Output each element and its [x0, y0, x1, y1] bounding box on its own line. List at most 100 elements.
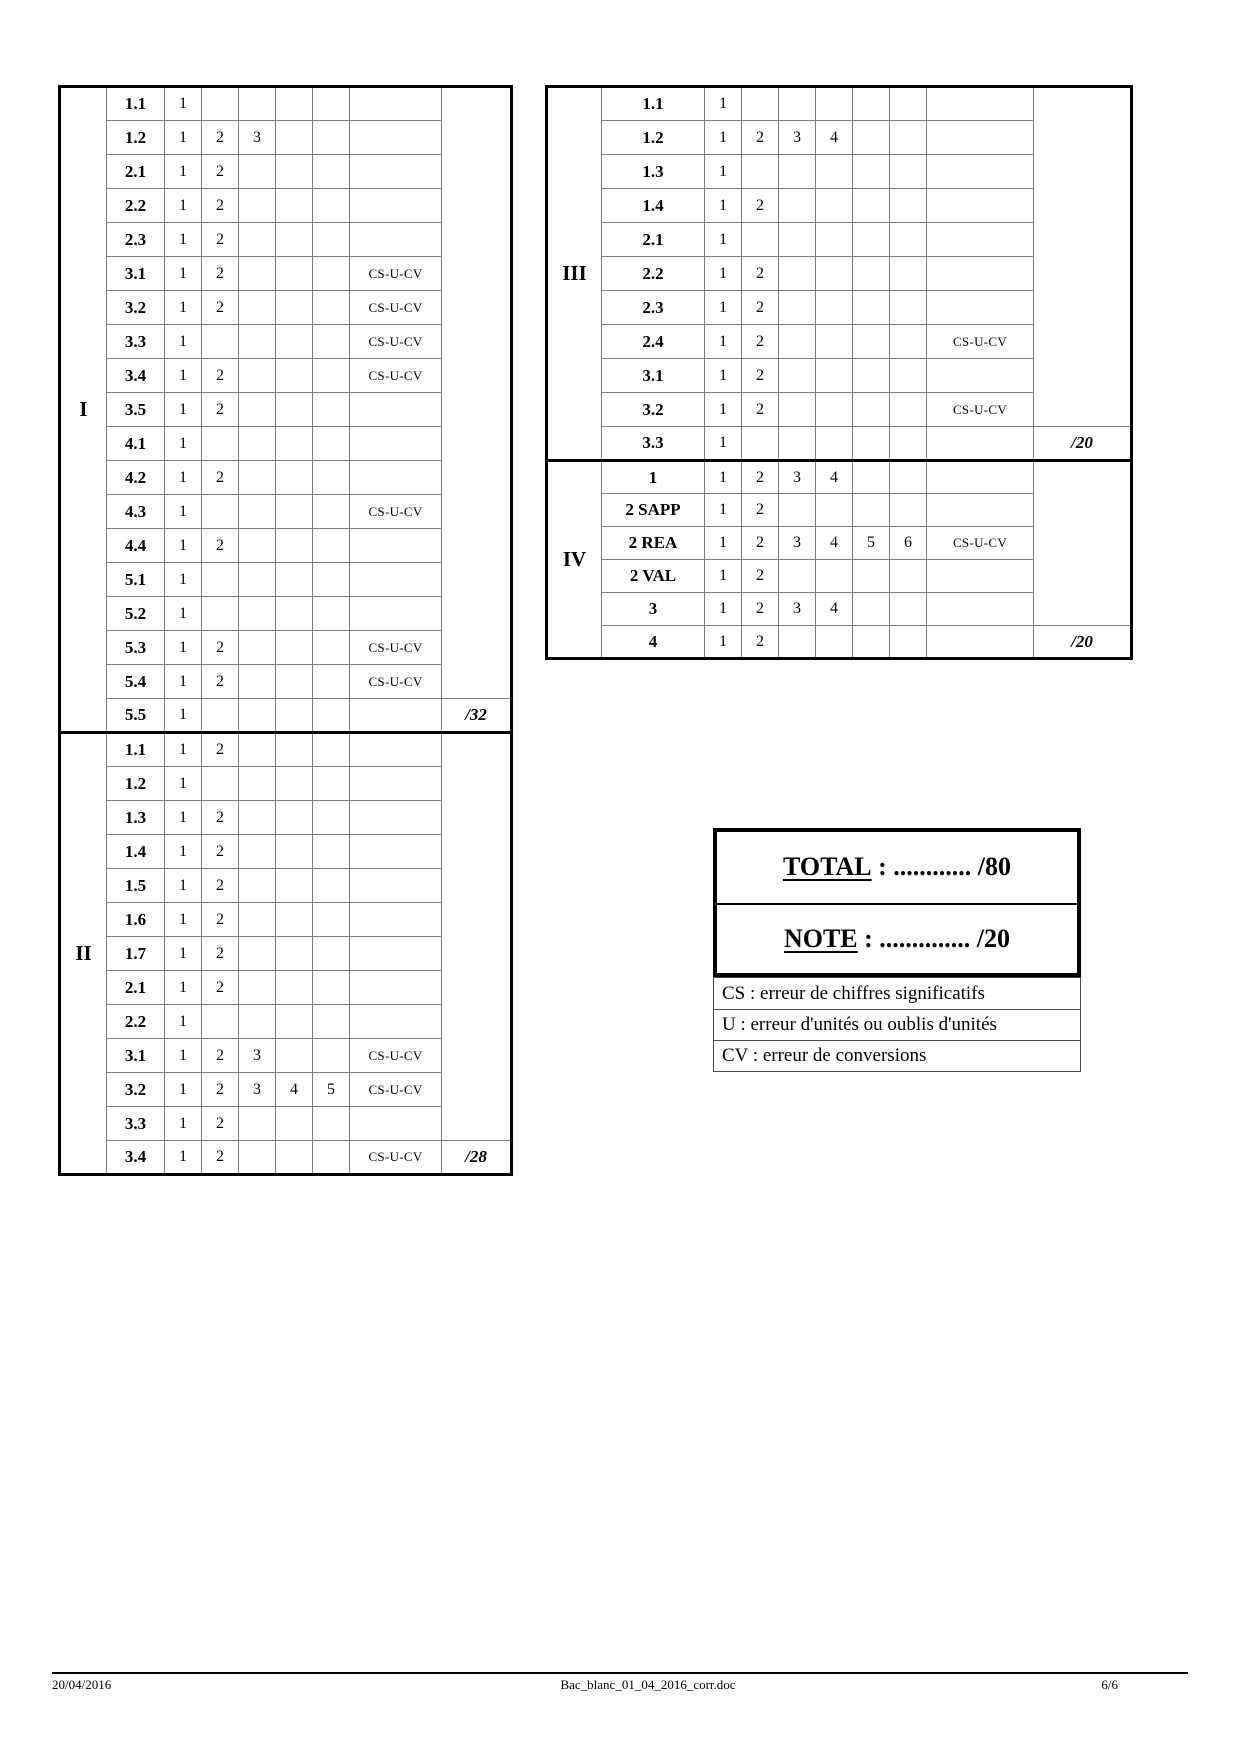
question-label-cell: 2 VAL — [601, 559, 705, 593]
point-cell: 2 — [741, 559, 779, 593]
point-cell — [201, 324, 239, 359]
question-label-cell: 2.1 — [106, 154, 165, 189]
point-cell — [778, 559, 816, 593]
error-codes-cell — [349, 834, 442, 869]
point-cell — [312, 731, 350, 767]
total-score-row: TOTAL : ............ /80 — [717, 832, 1077, 903]
question-label-cell: 1.3 — [601, 154, 705, 189]
point-cell — [275, 630, 313, 665]
question-label-cell: 2.2 — [601, 256, 705, 291]
point-cell — [312, 426, 350, 461]
point-cell: 2 — [201, 256, 239, 291]
question-row: 1.5 1 2 — [60, 868, 512, 903]
point-cell — [815, 188, 853, 223]
point-cell — [275, 970, 313, 1005]
point-cell — [275, 766, 313, 801]
point-cell — [312, 290, 350, 325]
point-cell: 3 — [778, 459, 816, 494]
grading-table-parts-1-2: I 1.1 1 1.2 1 2 3 2.1 1 2 2.2 1 2 2.3 1 2 3.1 1 2 CS-U-CV 3.… — [58, 85, 513, 1176]
question-row: 2.2 1 — [60, 1004, 512, 1039]
point-cell — [312, 460, 350, 495]
section-label-cell: I — [59, 86, 107, 733]
point-cell: 1 — [164, 392, 202, 427]
section-total-cell: /28 — [441, 1140, 512, 1175]
point-cell: 1 — [704, 188, 742, 223]
question-row: 1.4 1 2 — [60, 834, 512, 869]
point-cell: 1 — [164, 120, 202, 155]
question-label-cell: 1.4 — [106, 834, 165, 869]
point-cell: 5 — [312, 1072, 350, 1107]
point-cell — [852, 120, 890, 155]
point-cell: 1 — [164, 766, 202, 801]
point-cell: 1 — [164, 528, 202, 563]
point-cell — [275, 290, 313, 325]
point-cell — [275, 834, 313, 869]
point-cell — [238, 494, 276, 529]
question-label-cell: 3.3 — [106, 324, 165, 359]
point-cell — [238, 800, 276, 835]
point-cell — [275, 1106, 313, 1141]
abbreviation-legend: CS : erreur de chiffres significatifs U … — [713, 977, 1081, 1072]
point-cell: 3 — [238, 120, 276, 155]
point-cell: 2 — [201, 731, 239, 767]
question-label-cell: 1.1 — [106, 86, 165, 121]
point-cell — [889, 290, 927, 325]
point-cell — [815, 559, 853, 593]
question-label-cell: 2 REA — [601, 526, 705, 560]
error-codes-cell — [349, 766, 442, 801]
question-row: 3.5 1 2 — [60, 392, 512, 427]
grading-table-parts-3-4: III 1.1 1 1.2 1 2 3 4 1.3 1 1.4 1 2 2.1 1 2.2 1 2 2.3 1 2 2.4… — [545, 85, 1133, 660]
point-cell: 2 — [741, 493, 779, 527]
point-cell: 2 — [201, 868, 239, 903]
error-codes-cell: CS-U-CV — [349, 256, 442, 291]
point-cell — [275, 494, 313, 529]
point-cell — [275, 936, 313, 971]
footer-divider — [52, 1672, 1188, 1674]
point-cell — [238, 630, 276, 665]
point-cell — [201, 86, 239, 121]
error-codes-cell — [349, 154, 442, 189]
point-cell — [815, 86, 853, 121]
point-cell — [312, 664, 350, 699]
error-codes-cell — [926, 559, 1034, 593]
question-label-cell: 5.1 — [106, 562, 165, 597]
point-cell: 4 — [815, 592, 853, 626]
point-cell — [238, 154, 276, 189]
footer-date: 20/04/2016 — [52, 1677, 112, 1692]
question-label-cell: 1.3 — [106, 800, 165, 835]
point-cell: 1 — [704, 324, 742, 359]
point-cell: 2 — [741, 459, 779, 494]
point-cell — [238, 528, 276, 563]
point-cell — [778, 358, 816, 393]
point-cell — [741, 222, 779, 257]
question-label-cell: 2.2 — [106, 1004, 165, 1039]
point-cell — [852, 154, 890, 189]
point-cell: 3 — [778, 592, 816, 626]
point-cell: 2 — [201, 358, 239, 393]
point-cell — [201, 1004, 239, 1039]
point-cell — [815, 324, 853, 359]
error-codes-cell: CS-U-CV — [349, 664, 442, 699]
point-cell — [238, 596, 276, 631]
point-cell — [852, 592, 890, 626]
point-cell: 2 — [741, 526, 779, 560]
legend-row-cv: CV : erreur de conversions — [714, 1040, 1080, 1071]
point-cell: 2 — [201, 1106, 239, 1141]
question-label-cell: 1.2 — [601, 120, 705, 155]
point-cell — [889, 358, 927, 393]
error-codes-cell — [926, 592, 1034, 626]
point-cell — [312, 1038, 350, 1073]
point-cell — [889, 222, 927, 257]
error-codes-cell — [926, 426, 1034, 461]
point-cell — [889, 324, 927, 359]
point-cell: 1 — [704, 493, 742, 527]
point-cell — [312, 256, 350, 291]
point-cell — [275, 698, 313, 733]
error-codes-cell — [926, 256, 1034, 291]
question-label-cell: 4.3 — [106, 494, 165, 529]
legend-row-cs: CS : erreur de chiffres significatifs — [722, 982, 985, 1004]
point-cell: 1 — [164, 290, 202, 325]
point-cell: 3 — [778, 526, 816, 560]
question-row: 3.2 1 2 CS-U-CV — [60, 290, 512, 325]
